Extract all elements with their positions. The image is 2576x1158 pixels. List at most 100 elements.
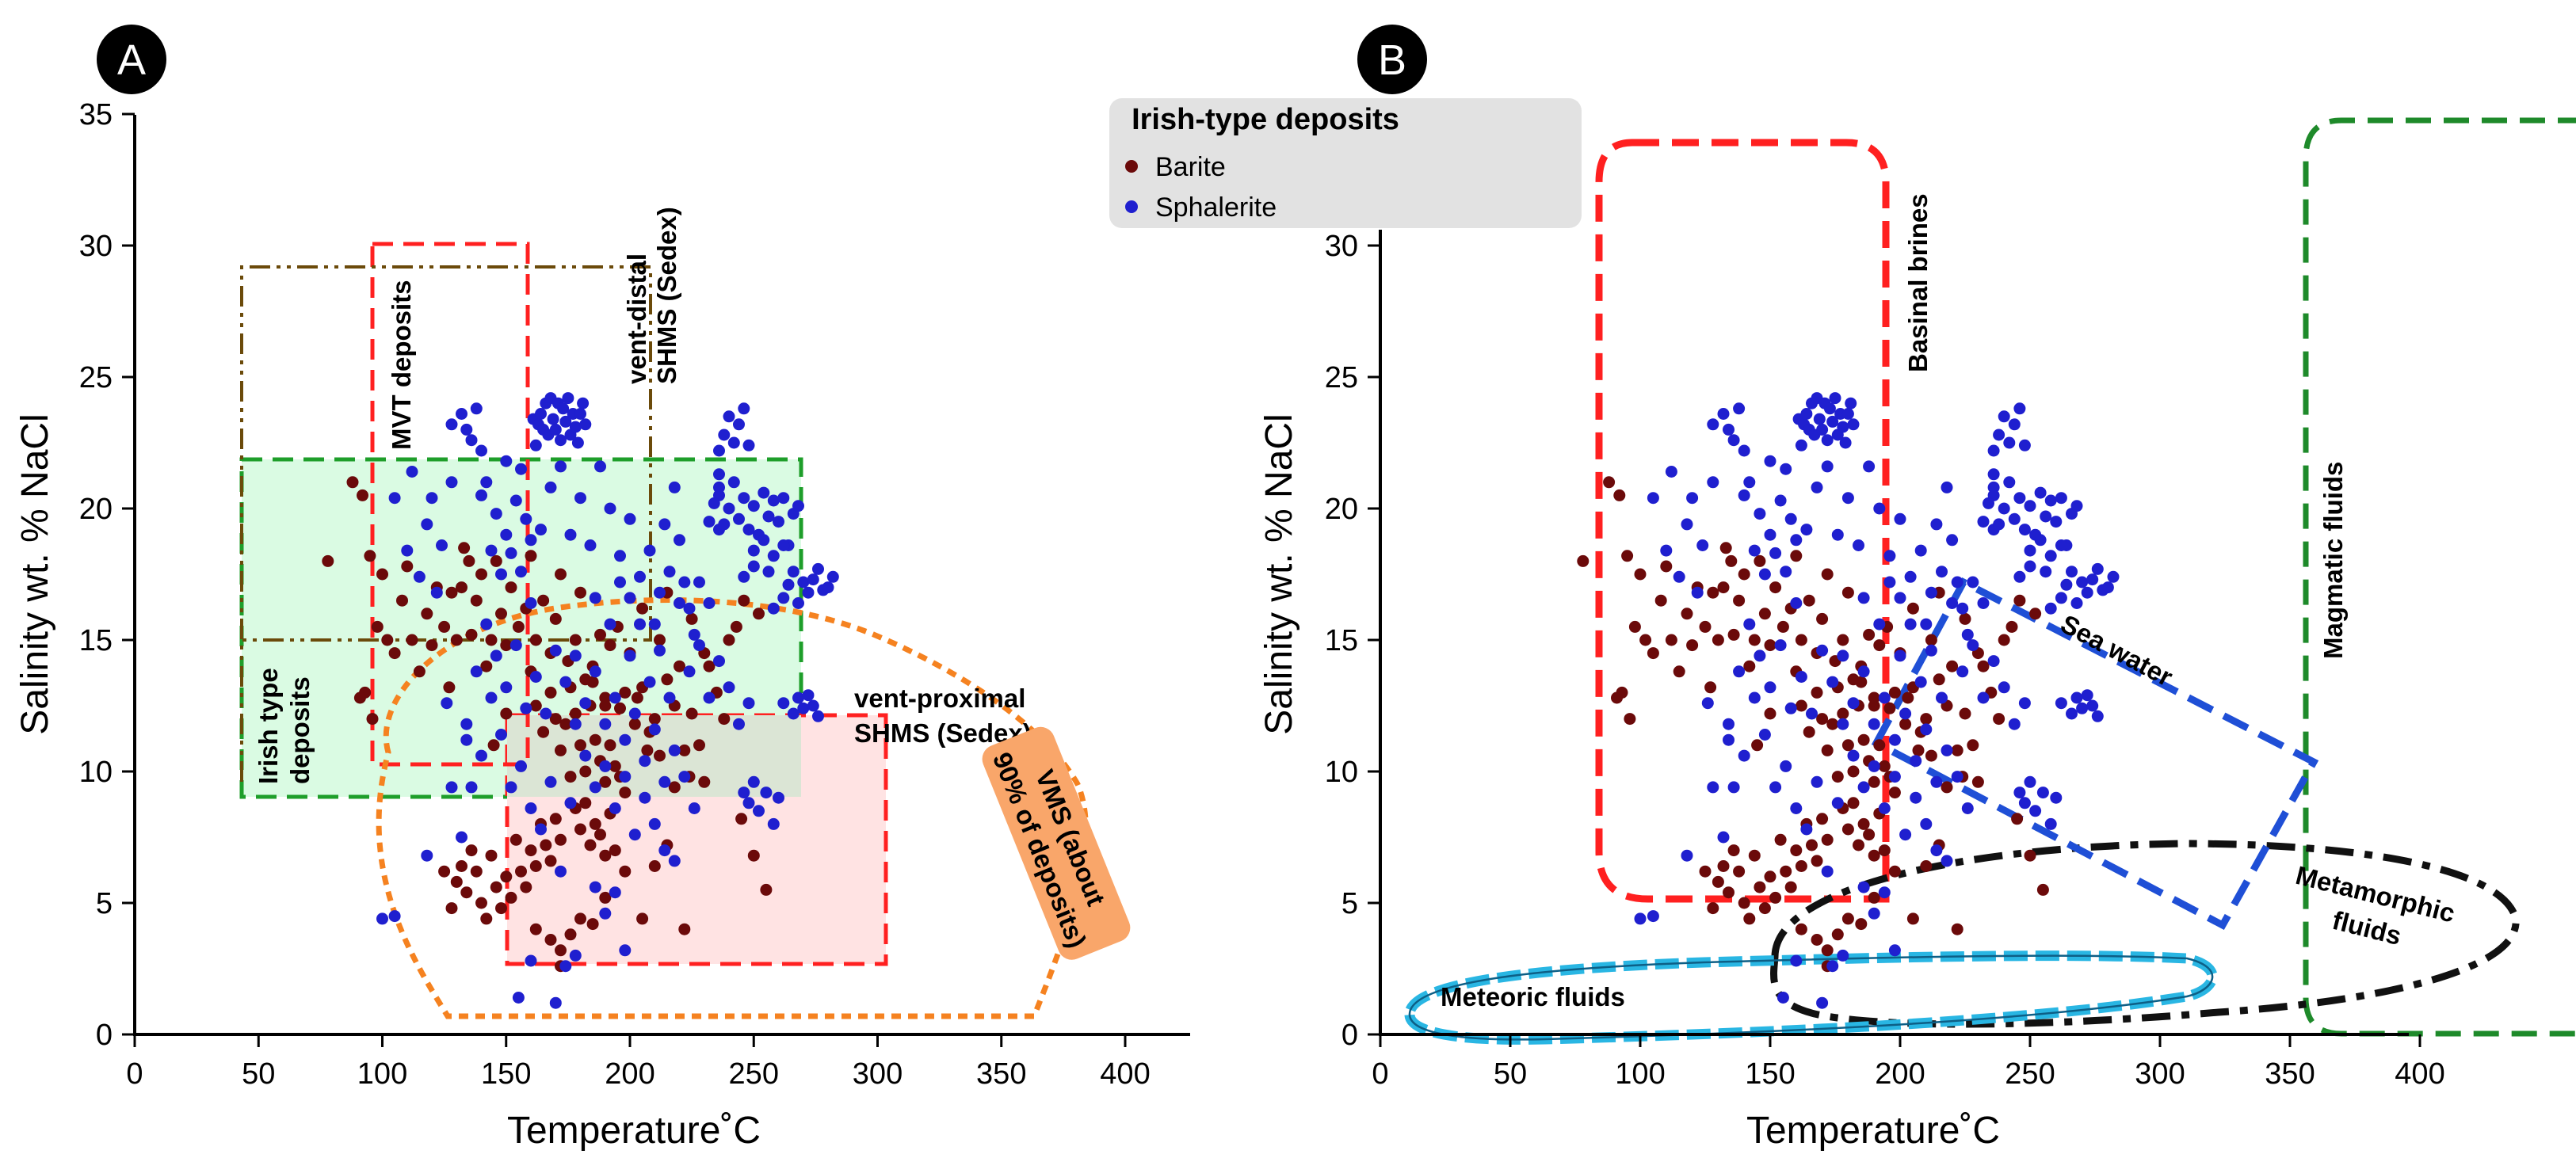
b-point-sphalerite [1967,576,1979,589]
b-point-sphalerite [1941,744,1953,756]
a-point-barite [589,817,601,830]
a-point-barite [456,581,467,594]
a-point-barite [470,865,483,878]
b-x-tick-label: 50 [1494,1057,1527,1091]
b-point-sphalerite [1841,408,1854,420]
a-point-sphalerite [614,550,626,562]
b-point-barite [1764,870,1776,883]
b-point-barite [1912,744,1925,756]
a-point-sphalerite [509,494,522,507]
b-point-sphalerite [1857,881,1870,893]
a-point-sphalerite [589,592,601,604]
a-point-sphalerite [782,578,795,591]
b-point-barite [1933,673,1945,686]
b-point-barite [1758,608,1771,620]
b-point-barite [1654,594,1667,607]
b-point-barite [1902,691,1914,704]
a-point-barite [703,660,716,672]
a-point-sphalerite [470,402,483,415]
a-point-barite [555,944,567,957]
b-point-sphalerite [1831,528,1844,541]
a-y-tick-label: 25 [79,361,113,394]
a-point-barite [480,912,493,925]
a-x-tick-label: 100 [357,1057,407,1091]
a-point-barite [579,765,592,778]
b-point-sphalerite [1888,733,1901,746]
b-point-barite [1853,839,1864,851]
field-metamorphic-fluids [1770,840,2520,1028]
b-point-sphalerite [1774,639,1787,652]
b-point-sphalerite [1811,481,1823,493]
a-point-sphalerite [802,586,815,599]
b-point-sphalerite [1920,723,1933,736]
a-point-sphalerite [733,718,745,730]
a-point-sphalerite [535,524,547,536]
a-point-barite [599,849,612,862]
a-point-sphalerite [648,618,661,630]
b-point-barite [1699,865,1712,878]
b-point-sphalerite [1784,512,1797,525]
a-point-sphalerite [758,534,770,547]
b-point-sphalerite [1800,823,1813,836]
b-point-barite [1847,797,1860,809]
a-point-sphalerite [559,415,572,428]
b-point-sphalerite [2034,486,2047,499]
legend-barite-label: Barite [1155,152,1226,182]
b-point-barite [1826,718,1839,730]
a-point-sphalerite [426,492,438,505]
b-point-barite [1769,581,1782,594]
b-point-barite [1899,718,1912,730]
a-point-barite [555,568,567,581]
a-point-sphalerite [388,910,401,923]
b-point-barite [1831,771,1844,783]
a-point-barite [475,897,487,909]
b-point-barite [1831,928,1844,941]
b-point-barite [1647,647,1659,660]
a-point-barite [555,744,567,756]
a-point-sphalerite [678,771,691,783]
b-point-sphalerite [1857,781,1870,794]
a-point-sphalerite [475,444,487,457]
b-point-sphalerite [2013,492,2026,505]
a-point-sphalerite [639,791,651,804]
b-point-sphalerite [2107,570,2120,583]
b-point-sphalerite [1847,749,1860,762]
b-point-barite [2005,620,2018,633]
a-point-barite [529,634,542,646]
b-point-sphalerite [2024,544,2036,557]
a-point-barite [376,568,388,581]
a-x-tick-label: 400 [1100,1057,1150,1091]
a-point-barite [445,586,458,599]
b-point-sphalerite [2024,560,2036,573]
a-point-sphalerite [797,702,810,714]
b-point-barite [2013,594,2026,607]
a-point-barite [579,797,592,809]
a-point-sphalerite [713,481,725,493]
b-point-sphalerite [1868,907,1880,920]
b-point-sphalerite [1888,771,1901,783]
b-point-sphalerite [1930,775,1943,788]
a-point-sphalerite [571,436,584,449]
a-point-sphalerite [738,492,750,505]
panel-a: A 0 50 100 150 200 250 300 350 400 0 5 10 15 20 25 30 35… [14,25,1190,1152]
b-point-barite [1920,860,1933,872]
b-point-sphalerite [2066,566,2078,578]
a-point-barite [487,739,500,752]
y-axis-label-b: Salinity wt. % NaCl [1258,413,1300,734]
b-point-barite [1821,944,1834,957]
b-point-barite [1628,620,1641,633]
a-point-sphalerite [485,544,498,557]
a-point-barite [485,849,498,862]
a-point-sphalerite [747,775,760,788]
b-point-barite [1665,634,1677,646]
a-point-sphalerite [634,618,646,630]
a-point-barite [648,860,661,872]
label-mvt-deposits: MVT deposits [387,280,416,450]
a-point-barite [544,855,557,867]
a-point-sphalerite [594,460,606,473]
a-point-barite [559,718,572,730]
b-y-tick-label: 15 [1325,624,1358,657]
a-point-barite [555,833,567,846]
b-point-sphalerite [1800,408,1813,420]
b-point-barite [1611,691,1623,704]
